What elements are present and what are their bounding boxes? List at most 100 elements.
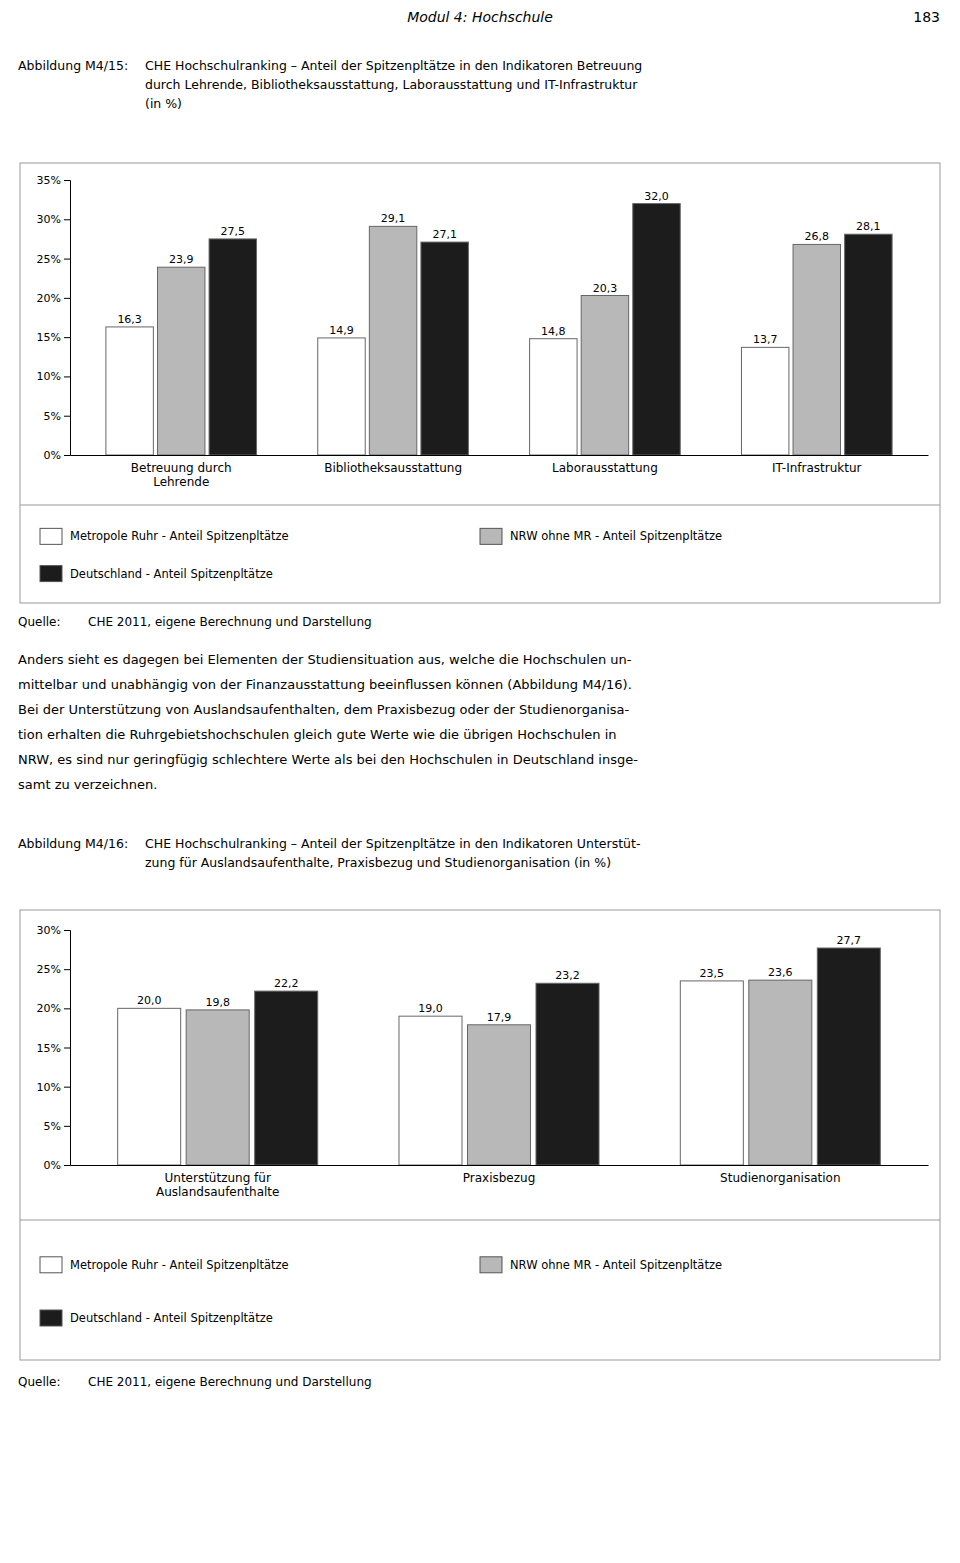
- y-tick: 20%: [37, 1002, 70, 1015]
- data-label: 29,1: [381, 212, 406, 225]
- y-tick: 35%: [37, 174, 70, 187]
- figure-label: Abbildung M4/15:: [18, 58, 128, 73]
- legend-item: Deutschland - Anteil Spitzenpltätze: [40, 566, 273, 582]
- legend: Metropole Ruhr - Anteil Spitzenpltätze NR…: [40, 528, 722, 581]
- y-tick-label: 30%: [37, 213, 61, 226]
- y-tick-label: 10%: [37, 1081, 61, 1094]
- x-tick: Laborausstattung: [552, 461, 658, 475]
- x-tick: Praxisbezug: [463, 1171, 536, 1185]
- y-tick: 30%: [37, 924, 70, 937]
- data-label: 23,5: [700, 967, 725, 980]
- bar: [106, 327, 153, 455]
- y-tick-label: 20%: [37, 292, 61, 305]
- y-tick-label: 5%: [44, 410, 61, 423]
- y-tick-label: 20%: [37, 1002, 61, 1015]
- y-tick-mark: [64, 1165, 70, 1166]
- data-label: 20,3: [593, 282, 618, 295]
- data-label: 23,6: [768, 966, 793, 979]
- legend-swatch: [480, 528, 502, 544]
- source-text: CHE 2011, eigene Berechnung und Darstell…: [88, 1375, 372, 1389]
- data-label: 32,0: [644, 190, 669, 203]
- legend: Metropole Ruhr - Anteil Spitzenpltätze NR…: [40, 1257, 722, 1326]
- data-label: 14,9: [329, 324, 354, 337]
- source-label: Quelle:: [18, 615, 61, 629]
- chart-title: (in %): [145, 96, 182, 111]
- legend-swatch: [40, 566, 62, 582]
- bars: [106, 204, 892, 455]
- y-tick: 25%: [37, 253, 70, 266]
- chart-title: CHE Hochschulranking – Anteil der Spitze…: [145, 58, 642, 73]
- x-tick: Studienorganisation: [720, 1171, 840, 1185]
- x-tick-label: Betreuung durchLehrende: [131, 461, 232, 489]
- bars: [118, 948, 881, 1165]
- y-tick-label: 10%: [37, 370, 61, 383]
- body-line: mittelbar und unabhängig von der Finanza…: [18, 677, 632, 692]
- body-line: NRW, es sind nur geringfügig schlechtere…: [18, 752, 638, 767]
- legend-label: Metropole Ruhr - Anteil Spitzenpltätze: [70, 1258, 289, 1272]
- bar: [845, 234, 892, 455]
- x-axis-line: [71, 1165, 929, 1166]
- x-tick-label: Unterstützung fürAuslandsaufenthalte: [156, 1171, 280, 1199]
- page-header: Modul 4: Hochschule: [407, 9, 553, 25]
- legend-item: NRW ohne MR - Anteil Spitzenpltätze: [480, 528, 722, 544]
- bar: [530, 339, 577, 455]
- data-label: 17,9: [487, 1011, 512, 1024]
- x-axis-line: [71, 455, 929, 456]
- data-label: 28,1: [856, 220, 881, 233]
- legend-item: Metropole Ruhr - Anteil Spitzenpltätze: [40, 1257, 289, 1273]
- bar: [467, 1025, 530, 1165]
- x-tick-label: Praxisbezug: [463, 1171, 536, 1185]
- y-tick-mark: [64, 298, 70, 299]
- y-tick-mark: [64, 259, 70, 260]
- bar: [186, 1010, 249, 1165]
- legend-swatch: [480, 1257, 502, 1273]
- x-tick-label: Studienorganisation: [720, 1171, 840, 1185]
- legend-separator: [20, 1220, 940, 1221]
- chart-title: durch Lehrende, Bibliotheksausstattung, …: [145, 77, 638, 92]
- chart: Abbildung M4/15: CHE Hochschulranking – A…: [18, 58, 940, 629]
- data-label: 19,0: [418, 1002, 443, 1015]
- y-tick-label: 15%: [37, 331, 61, 344]
- y-tick: 5%: [44, 410, 70, 423]
- y-tick-mark: [64, 455, 70, 456]
- x-tick-label: Bibliotheksausstattung: [324, 461, 462, 475]
- legend-swatch: [40, 1310, 62, 1326]
- legend-item: Deutschland - Anteil Spitzenpltätze: [40, 1310, 273, 1326]
- y-tick-label: 15%: [37, 1042, 61, 1055]
- y-axis-line: [64, 181, 71, 456]
- bar: [581, 296, 628, 456]
- page: Modul 4: Hochschule183Anders sieht es da…: [0, 0, 960, 1563]
- chart-title: CHE Hochschulranking – Anteil der Spitze…: [145, 836, 640, 851]
- x-tick-label: Laborausstattung: [552, 461, 658, 475]
- y-tick-label: 25%: [37, 253, 61, 266]
- x-tick: IT-Infrastruktur: [772, 461, 862, 475]
- y-tick-mark: [64, 969, 70, 970]
- legend-label: NRW ohne MR - Anteil Spitzenpltätze: [510, 529, 722, 543]
- data-label: 14,8: [541, 325, 566, 338]
- data-label: 26,8: [805, 230, 830, 243]
- bar: [633, 204, 680, 455]
- figure-label: Abbildung M4/16:: [18, 836, 128, 851]
- y-axis: 0% 5% 10% 15% 20% 25% 30%: [37, 924, 71, 1172]
- y-tick: 15%: [37, 331, 70, 344]
- legend-item: NRW ohne MR - Anteil Spitzenpltätze: [480, 1257, 722, 1273]
- bar: [817, 948, 880, 1165]
- y-tick: 0%: [44, 1159, 70, 1172]
- bar: [399, 1016, 462, 1165]
- legend-label: Deutschland - Anteil Spitzenpltätze: [70, 1311, 273, 1325]
- y-tick-mark: [64, 930, 70, 931]
- legend-item: Metropole Ruhr - Anteil Spitzenpltätze: [40, 528, 289, 544]
- x-tick-label: IT-Infrastruktur: [772, 461, 862, 475]
- x-tick: Bibliotheksausstattung: [324, 461, 462, 475]
- x-axis: Betreuung durchLehrende Bibliotheksaussta…: [71, 456, 929, 489]
- bar: [157, 267, 204, 455]
- y-tick-mark: [64, 337, 70, 338]
- data-label: 19,8: [205, 996, 230, 1009]
- y-tick-label: 25%: [37, 963, 61, 976]
- body-line: Anders sieht es dagegen bei Elementen de…: [18, 652, 632, 667]
- data-label: 27,1: [432, 228, 457, 241]
- chart-title: zung für Auslandsaufenthalte, Praxisbezu…: [145, 855, 611, 870]
- y-tick-mark: [64, 1087, 70, 1088]
- y-tick-label: 5%: [44, 1120, 61, 1133]
- y-tick: 25%: [37, 963, 70, 976]
